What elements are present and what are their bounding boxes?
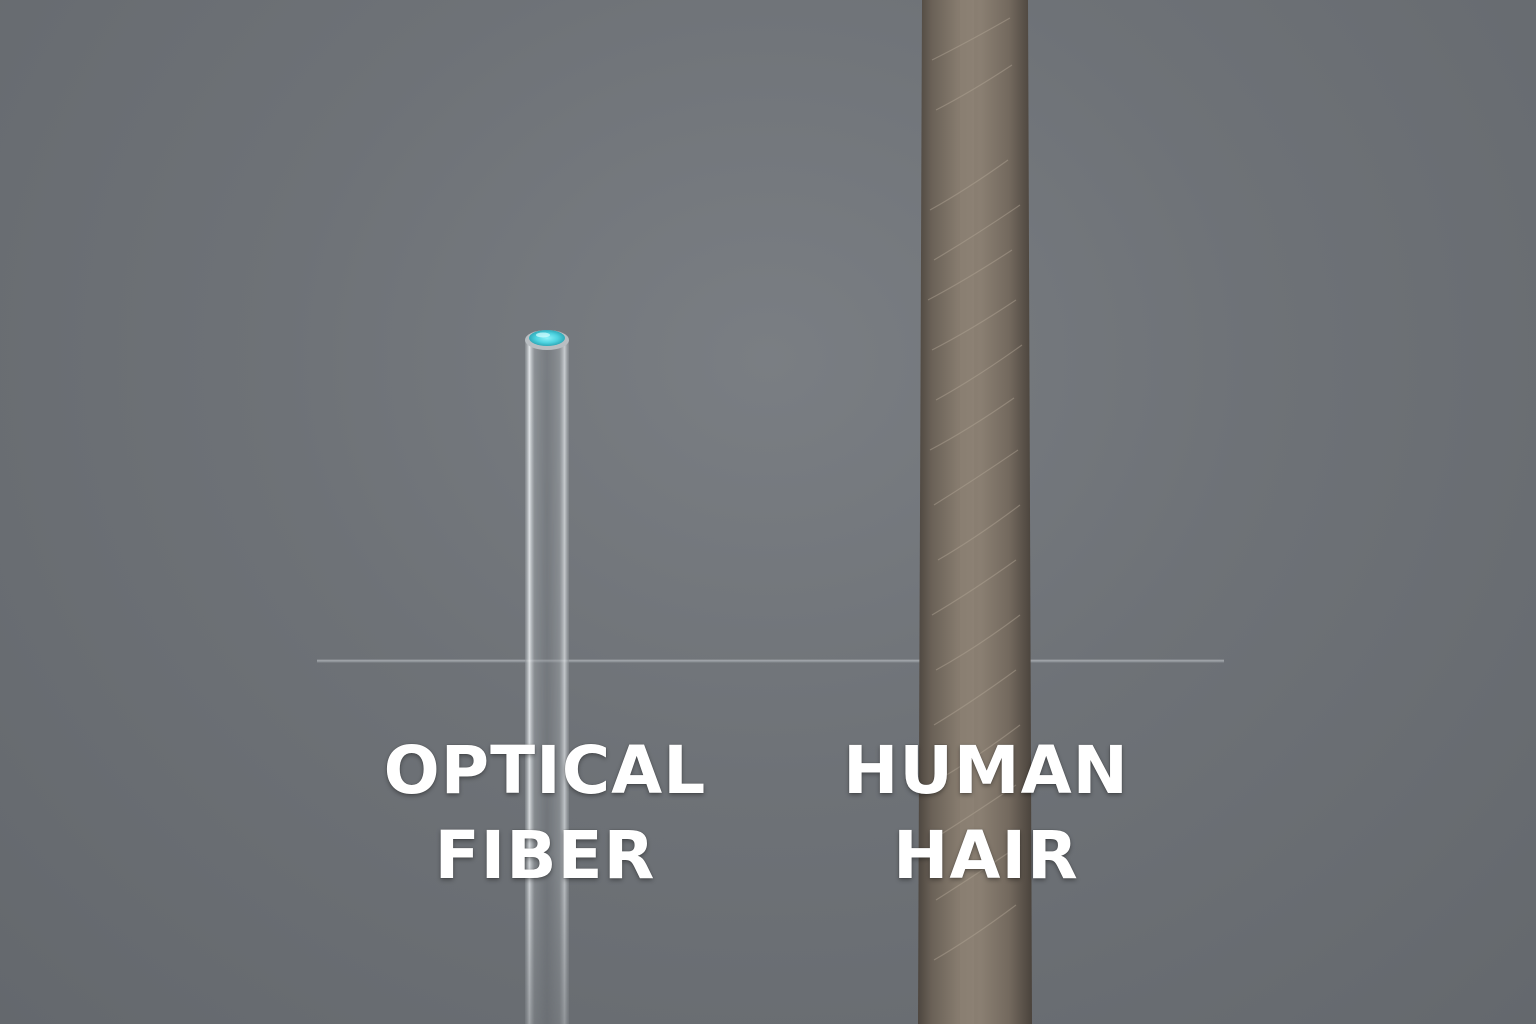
optical-fiber-label-line2: FIBER	[434, 817, 656, 894]
reference-baseline	[317, 659, 1224, 663]
human-hair-illustration	[918, 0, 1032, 1024]
optical-fiber-illustration	[525, 330, 569, 1024]
human-hair-label-line2: HAIR	[893, 817, 1079, 894]
human-hair-label-line1: HUMAN	[843, 732, 1129, 809]
optical-fiber-label-line1: OPTICAL	[383, 732, 707, 809]
